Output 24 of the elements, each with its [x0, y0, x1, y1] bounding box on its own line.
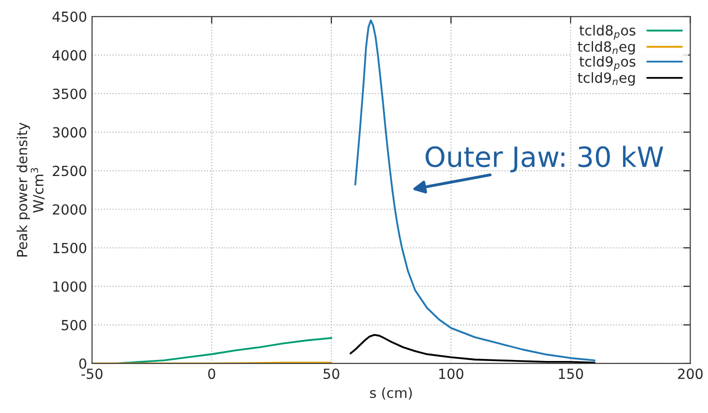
y-axis-title: Peak power density W/cm$^{3}$ [16, 122, 45, 256]
x-axis-title: s (cm) [370, 387, 412, 400]
y-tick-label: 4000 [52, 50, 86, 61]
y-tick-label: 2500 [52, 166, 86, 176]
legend-label: tcld9$_{n}$eg [578, 72, 635, 86]
y-tick-label: 0 [79, 358, 86, 369]
x-tick-label: 0 [208, 368, 216, 380]
legend-label: tcld8$_{n}$eg [578, 41, 635, 55]
x-tick-label: 100 [439, 368, 464, 380]
y-tick-label: 3000 [52, 127, 86, 138]
line-series [350, 334, 596, 364]
x-tick-label: 150 [558, 368, 583, 380]
legend-label: tcld8$_{p}$os [579, 24, 636, 40]
y-tick-label: 2000 [52, 204, 86, 215]
y-tick-label: 4500 [52, 11, 86, 22]
x-tick-label: 200 [678, 368, 703, 380]
legend-label: tcld9$_{p}$os [579, 56, 636, 71]
y-tick-label: 1500 [53, 242, 86, 254]
y-tick-label: 1000 [53, 281, 86, 292]
x-tick-label: -50 [81, 368, 102, 380]
y-tick-label: 500 [62, 320, 86, 330]
y-tick-label: 3500 [52, 88, 86, 100]
annotation: Outer Jaw: 30 kW [426, 146, 664, 172]
x-tick-label: 50 [324, 368, 340, 380]
